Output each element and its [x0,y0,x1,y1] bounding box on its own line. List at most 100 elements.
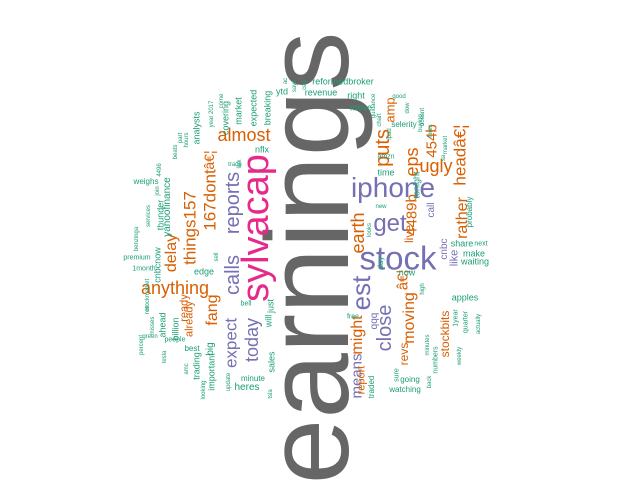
word-market: market [233,97,244,125]
word-move: move [349,102,373,113]
word-earth: earth [348,212,368,254]
word-tonight: tonight [411,171,422,199]
word-apples: apples [451,292,479,303]
word-anything: anything [140,278,210,298]
word-looking: looking [201,380,207,400]
word-moving: moving [401,292,418,344]
word-update: update [226,372,232,392]
word-reports: reports [222,171,244,235]
word-beats: beats [173,144,179,160]
word-time: time [377,167,395,178]
word-will: will [263,314,274,328]
word-delay: delay [163,233,180,273]
word-1year: 1year [452,309,460,327]
word-ipad: ipad [387,128,393,140]
word-services: services [146,204,152,228]
word-call: call [426,202,437,218]
word-ac: ac [283,77,289,85]
word-good: good [392,94,406,100]
word-actually: actually [476,313,482,335]
word-heres: heres [234,382,260,393]
word-est: est [346,275,376,311]
word-important: important [206,353,217,391]
word-things157: things157 [180,191,200,265]
word-live: live [402,224,416,244]
word-probably: probably [465,196,474,228]
word-new: new [375,204,387,210]
word-expect: expect [221,317,241,369]
word-sell: sell [214,252,220,262]
word-weekly: weekly [457,346,463,366]
word-high: high [420,283,426,295]
word-waiting: waiting [460,256,490,267]
word-hours: hours [184,132,190,148]
word-forex: forex [428,124,434,138]
word-nflx: nflx [254,144,270,155]
word-amzn: amzn [377,153,395,161]
word-breaking: breaking [262,90,273,126]
word-looks: looks [367,222,373,238]
word-watching: watching [389,385,421,394]
word-trading: trading [191,352,202,380]
word-revenue: revenue [304,87,338,98]
word-best: best [184,344,200,353]
word-1month: 1month [132,265,156,273]
word-percent: percent [139,334,145,356]
word-analysts: analysts [191,111,202,145]
word-just: just [265,298,276,314]
word-stock: stock [359,239,437,277]
word-bell: bell [240,300,252,308]
word-people: people [164,336,186,344]
word-link: link [237,159,243,169]
word-free: free [346,313,360,321]
word-report: report [355,365,368,395]
word-dow: dow [405,102,411,114]
word-4496: 4496 [157,163,163,177]
word-expected: expected [248,89,259,127]
word-today: today [242,317,262,363]
word-come: come [219,93,225,109]
word-stockbits: stockbits [438,310,452,358]
word-next: next [474,240,488,248]
word-167dont: 167dont [200,169,220,231]
word-guidance: guidance [371,93,377,119]
word-misses: misses [150,316,156,336]
word-amc: amc [184,363,190,375]
word-iphone: iphone [350,172,436,203]
word-thunder: thunder [155,199,166,231]
word-ahead: ahead [157,312,168,338]
word-share: share [450,238,474,249]
word-minutes: minutes [425,334,431,356]
word-minute: minute [240,374,266,383]
word-sure: sure [393,368,401,382]
word-day: day [376,256,385,270]
word-weighs: weighs [133,177,159,186]
word-says: says [292,79,298,93]
word-amp: amp [382,97,398,123]
word-qqq: qqq [369,312,380,330]
word-stockmarket: stockmarket [145,278,151,312]
word-ugly: ugly [419,156,453,176]
word-tsla: tsla [268,389,274,399]
word-back: back [427,375,433,389]
word-numbers: numbers [432,346,440,374]
word-traded: traded [367,375,376,399]
word-right: right [347,90,365,101]
word-market2: market [443,135,449,155]
word-already: already [183,300,196,338]
word-might: might [349,315,366,355]
word-almost: almost [217,125,271,145]
word-year2017: year 2017 [209,100,215,128]
word-premium: premium [123,254,151,262]
word-part: part [178,132,184,144]
word-green: green [142,334,158,340]
word-calls: calls [222,254,244,296]
word-edge: edge [193,266,215,277]
word-join: join [155,186,161,196]
word-fang: fang [204,294,221,326]
word-quarter: quarter [462,310,470,334]
word-selerity: selerity [391,120,417,129]
word-heada: â€¦ [201,150,217,170]
word-ytd: ytd [275,86,289,97]
word-trade: trade [228,162,242,168]
